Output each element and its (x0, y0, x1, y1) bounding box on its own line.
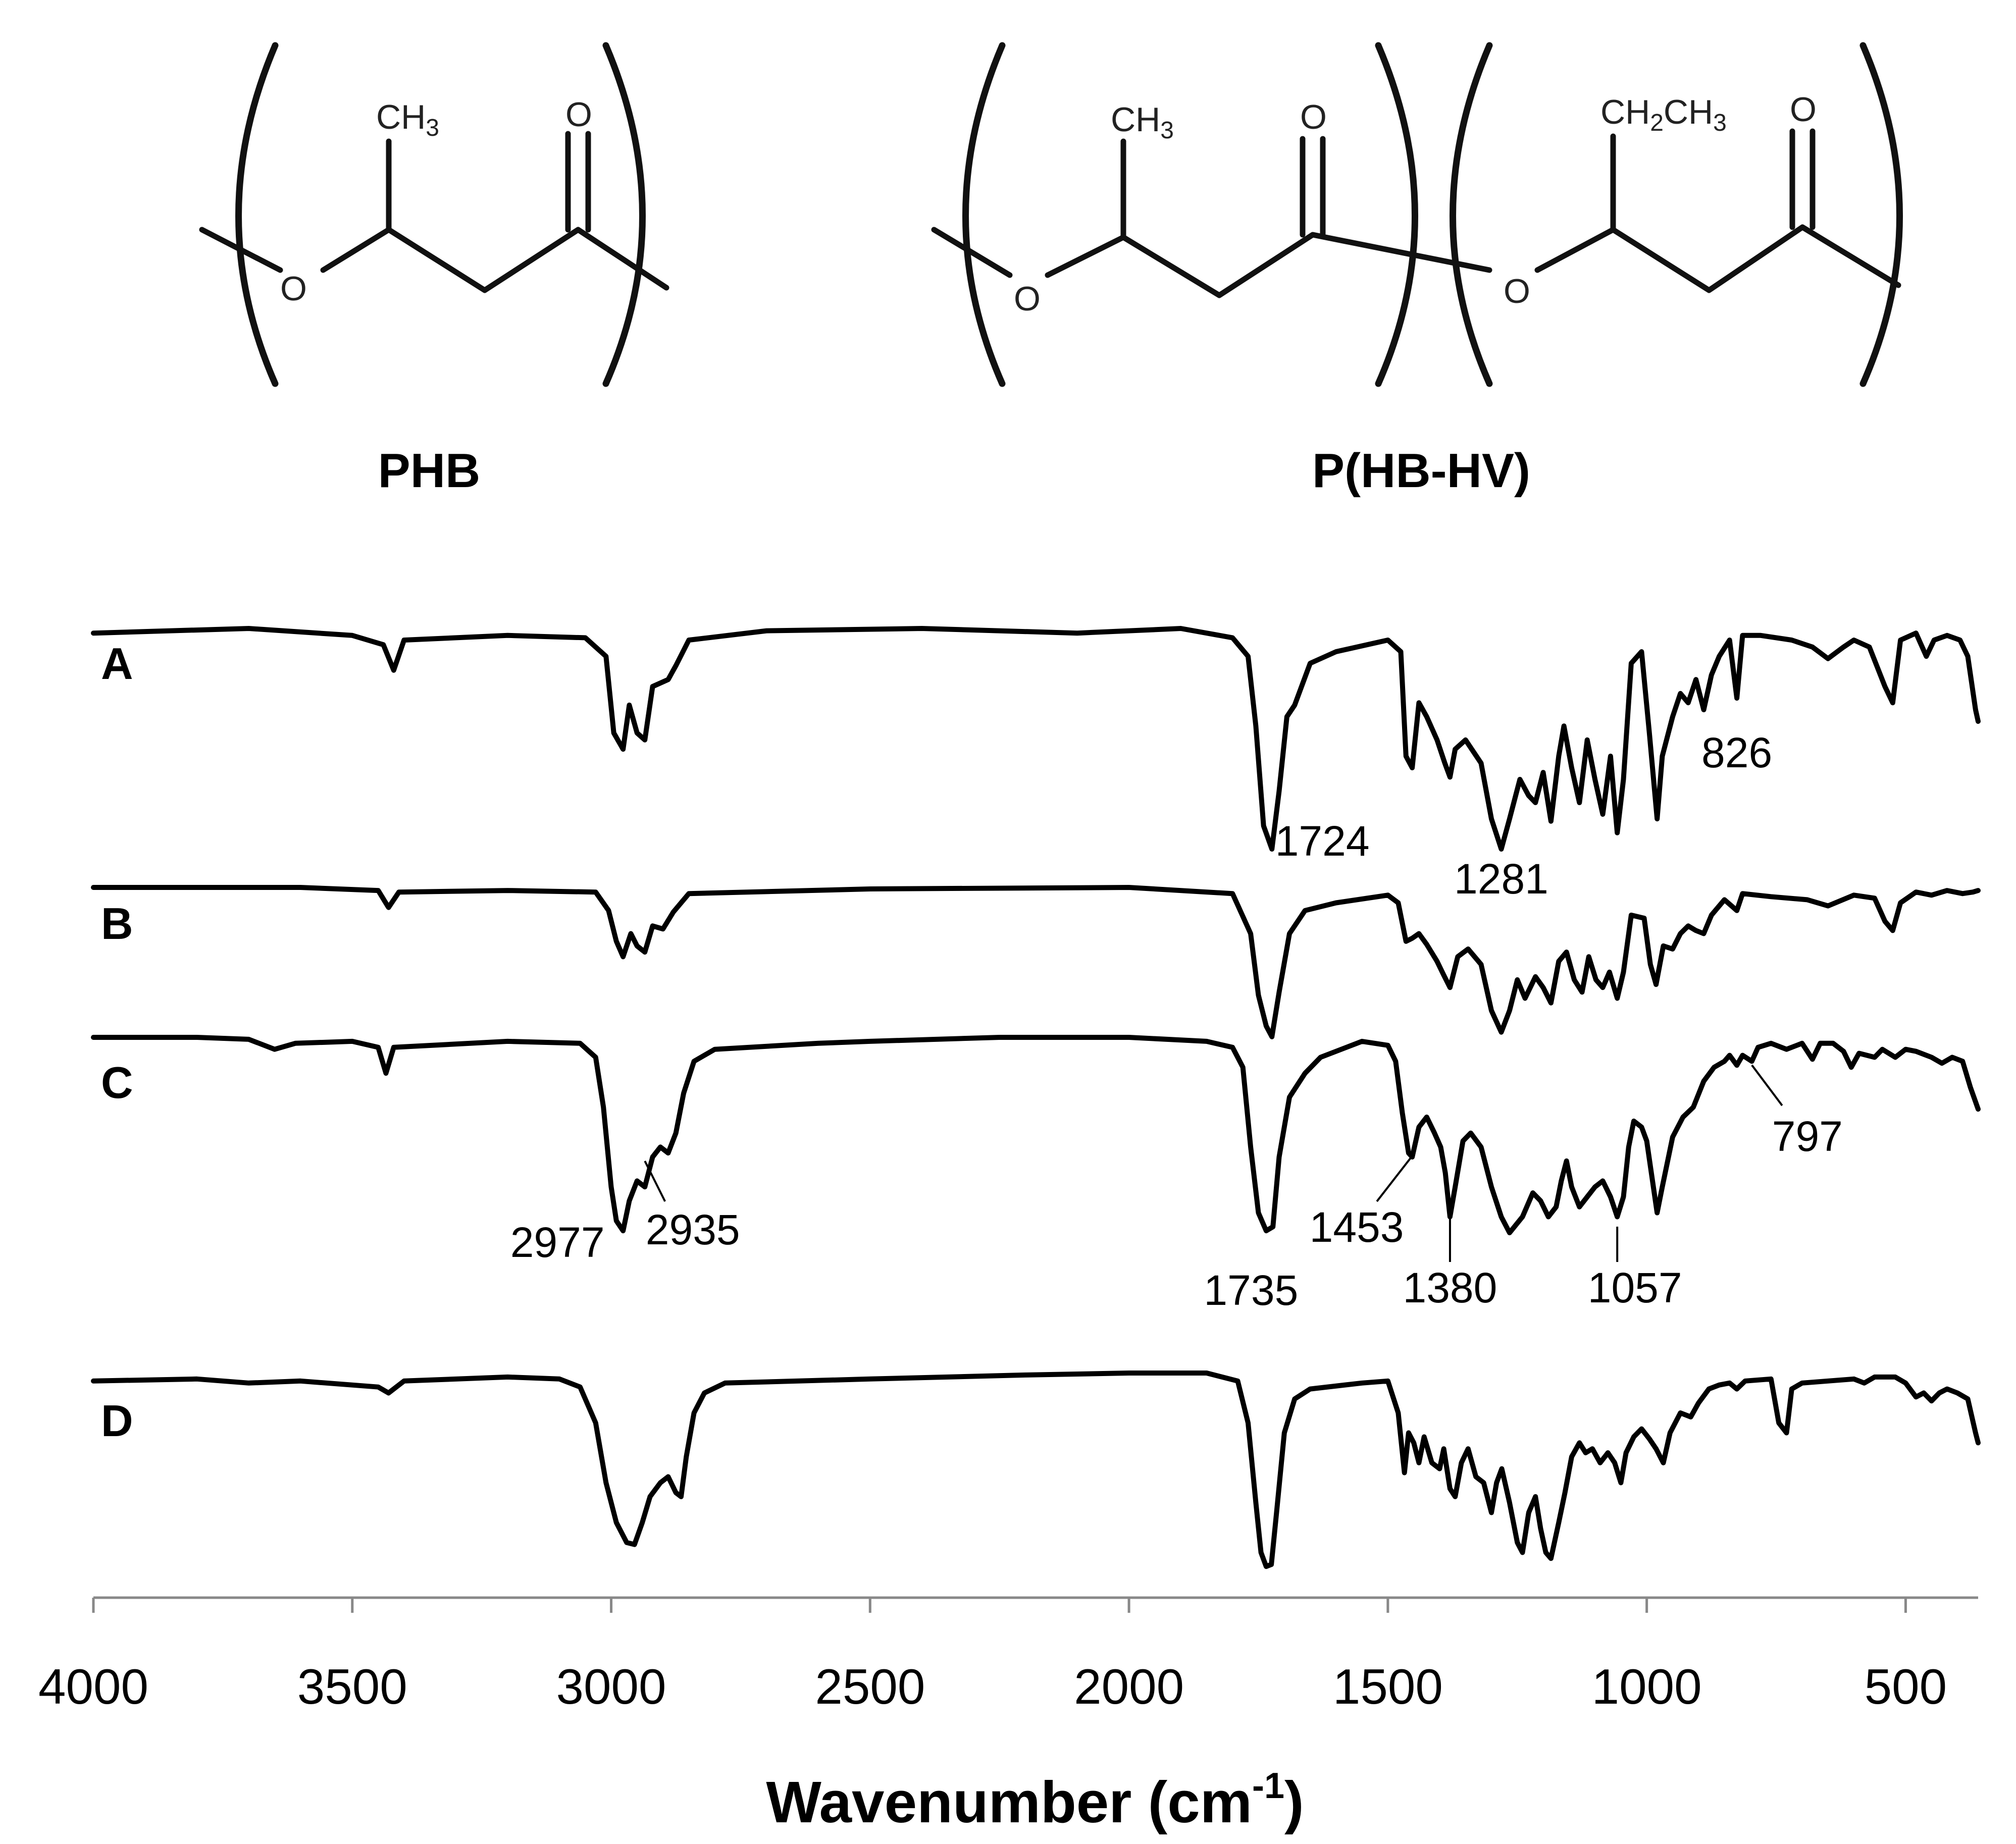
spectrum-trace-b (91, 885, 1981, 1039)
peak-label-1380: 1380 (1403, 1264, 1497, 1311)
x-tick-label-3000: 3000 (556, 1659, 666, 1714)
phbv-bracket-4 (1859, 42, 1903, 387)
leader-line-2935 (644, 1161, 666, 1202)
trace-label-d: D (101, 1396, 133, 1446)
phb-methyl-ch: CH (376, 98, 426, 136)
peak-label-1724: 1724 (1275, 817, 1370, 865)
phbv-methyl-ch: CH (1111, 100, 1160, 139)
peak-label-2935: 2935 (646, 1206, 740, 1253)
trace-label-a: A (101, 639, 133, 689)
spectrum-trace-c (91, 1035, 1981, 1236)
phbv-ethyl-ch-1: CH (1600, 93, 1650, 131)
x-axis-title-close: ) (1284, 1769, 1304, 1835)
phbv-structure: O O O O CH3 CH2CH3 P(HB-HV) (931, 42, 1903, 498)
x-tick-label-2500: 2500 (815, 1659, 925, 1714)
phb-structure: O O CH3 PHB (199, 42, 669, 498)
phb-right-bracket (602, 42, 646, 387)
phbv-bracket-2 (1375, 42, 1418, 387)
peak-label-826: 826 (1701, 729, 1772, 776)
phbv-ethyl-sub-2: 3 (1713, 110, 1727, 136)
phb-methyl-sub: 3 (426, 115, 439, 141)
leader-line-797 (1751, 1064, 1783, 1107)
peak-label-1453: 1453 (1310, 1203, 1404, 1251)
phbv-backbone-2 (1534, 224, 1901, 293)
x-tick-label-2000: 2000 (1074, 1659, 1184, 1714)
x-axis-title-main: Wavenumber (cm (766, 1769, 1252, 1835)
x-tick-label-1000: 1000 (1592, 1659, 1702, 1714)
x-axis-ticks: 4000 3500 3000 2500 2000 1500 1000 500 (38, 1598, 1947, 1714)
trace-label-c: C (101, 1058, 133, 1108)
phbv-ester-oxygen-1: O (1014, 280, 1041, 318)
phb-backbone (199, 227, 669, 293)
phbv-ethyl-sub-1: 2 (1650, 110, 1664, 136)
phbv-ethyl-label: CH2CH3 (1600, 93, 1727, 136)
peak-label-1057: 1057 (1588, 1264, 1682, 1311)
phbv-carbonyl-oxygen-2: O (1790, 90, 1817, 129)
peak-label-797: 797 (1772, 1113, 1843, 1160)
x-axis-title-sup: -1 (1252, 1766, 1284, 1806)
phb-ester-oxygen: O (280, 270, 307, 308)
phbv-bracket-3 (1450, 42, 1493, 387)
x-tick-label-1500: 1500 (1333, 1659, 1443, 1714)
x-tick-label-4000: 4000 (38, 1659, 148, 1714)
phb-methyl-label: CH3 (376, 98, 439, 141)
trace-labels: A B C D (101, 639, 133, 1446)
phbv-bracket-1 (962, 42, 1006, 387)
peak-label-1281: 1281 (1454, 855, 1548, 903)
phb-left-bracket (235, 42, 279, 387)
phbv-ethyl-ch-2: CH (1664, 93, 1713, 131)
peak-label-2977: 2977 (510, 1219, 605, 1266)
phbv-carbonyl-oxygen-1: O (1300, 98, 1327, 136)
phbv-methyl-sub: 3 (1160, 117, 1174, 144)
phb-carbonyl-oxygen: O (565, 95, 592, 134)
spectrum-trace-a (91, 626, 1981, 852)
leader-line-1453 (1376, 1155, 1413, 1202)
peak-annotations: 1724 1281 826 2977 2935 1735 1453 1380 1057 797 (510, 729, 1843, 1314)
phbv-methyl-label: CH3 (1111, 100, 1174, 144)
phbv-backbone-1 (931, 227, 1492, 298)
peak-label-1735: 1735 (1204, 1267, 1298, 1314)
x-tick-label-500: 500 (1865, 1659, 1947, 1714)
phbv-ester-oxygen-2: O (1504, 272, 1530, 310)
spectra-traces (91, 626, 1981, 1569)
x-tick-label-3500: 3500 (297, 1659, 407, 1714)
x-axis-title: Wavenumber (cm-1) (766, 1766, 1304, 1835)
trace-label-b: B (101, 899, 133, 949)
phbv-name: P(HB-HV) (1312, 444, 1530, 498)
phb-name: PHB (378, 444, 481, 498)
spectrum-trace-d (91, 1371, 1981, 1569)
